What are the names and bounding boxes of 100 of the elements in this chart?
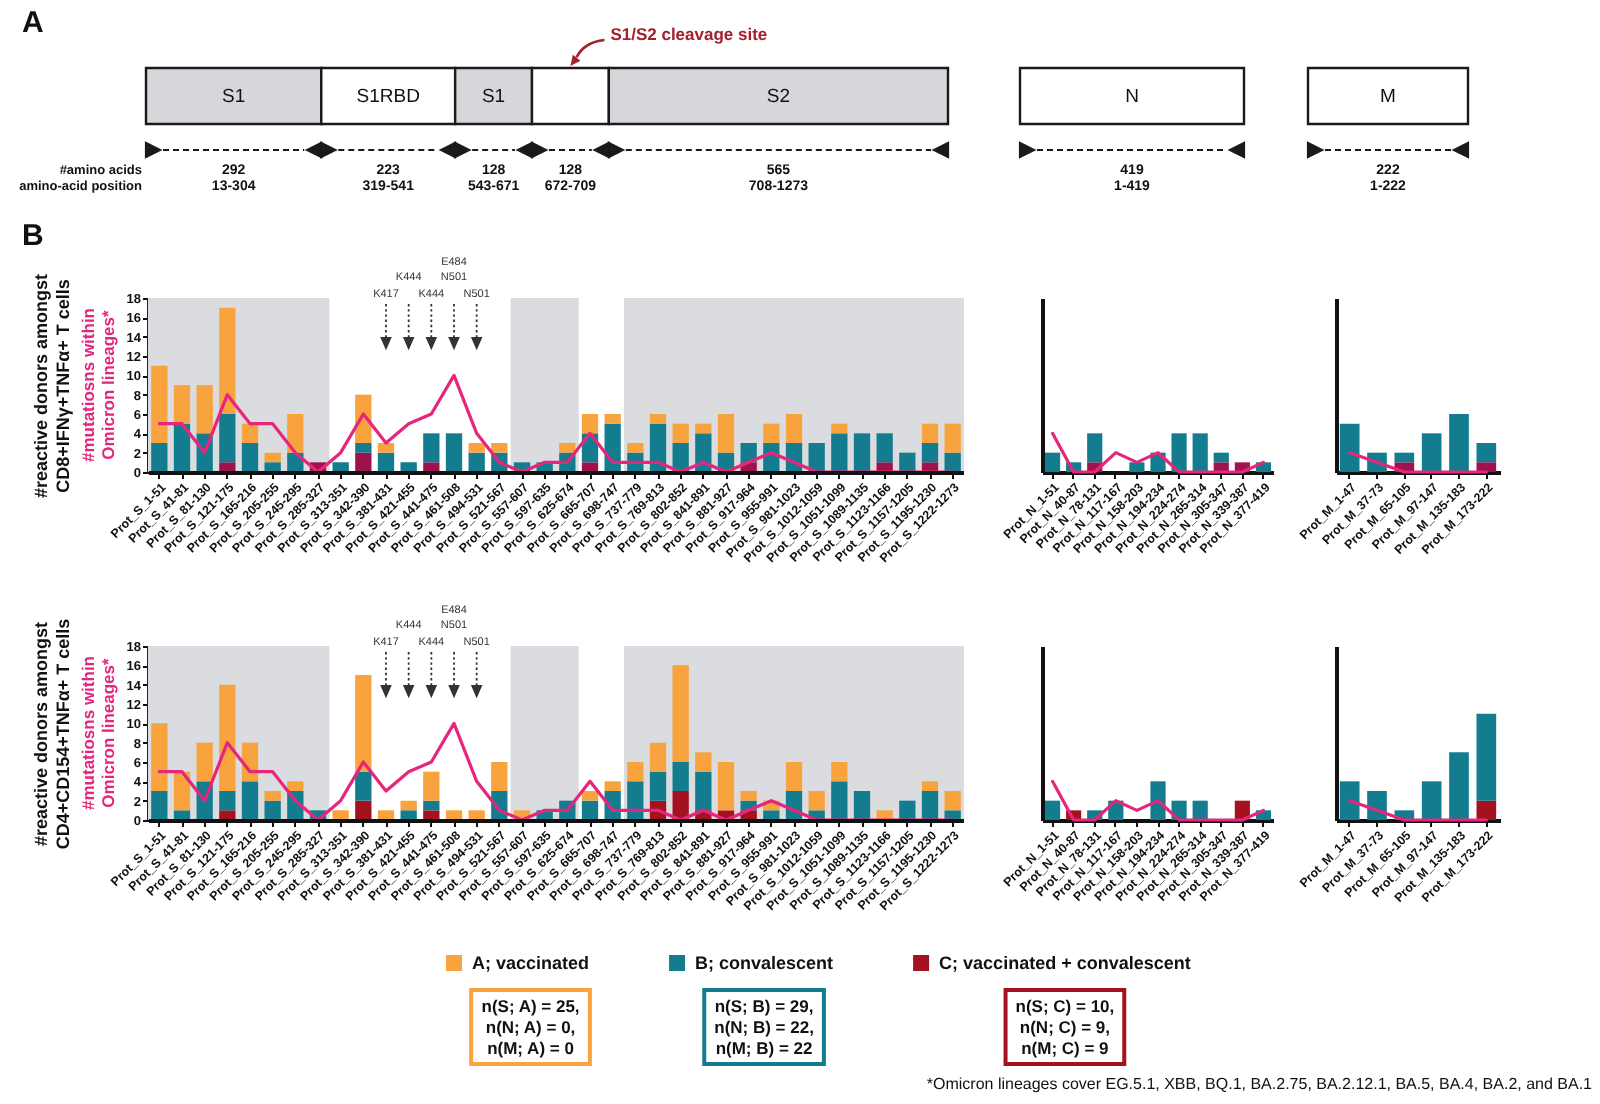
bar bbox=[241, 423, 259, 443]
bar bbox=[921, 781, 939, 791]
bar bbox=[264, 452, 281, 463]
legend-label: C; vaccinated + convalescent bbox=[939, 953, 1191, 973]
category-label: M bbox=[1380, 86, 1397, 108]
bar bbox=[468, 452, 485, 472]
bar bbox=[876, 433, 893, 463]
bar bbox=[1449, 752, 1469, 820]
bar bbox=[649, 414, 667, 424]
bar bbox=[264, 462, 281, 472]
bar bbox=[219, 810, 236, 820]
bar bbox=[649, 742, 667, 772]
bar bbox=[241, 443, 259, 472]
bar bbox=[219, 307, 236, 414]
bar bbox=[1449, 414, 1469, 472]
bar bbox=[581, 791, 599, 801]
bar bbox=[400, 810, 417, 820]
bar bbox=[151, 791, 168, 820]
bar bbox=[581, 414, 599, 434]
bar bbox=[219, 462, 236, 472]
bar bbox=[717, 762, 735, 811]
bar bbox=[264, 791, 281, 801]
bar bbox=[1339, 781, 1360, 820]
bar bbox=[604, 781, 621, 791]
text: S1/S2 cleavage site bbox=[610, 24, 768, 44]
bar bbox=[672, 665, 689, 762]
bar bbox=[423, 462, 440, 472]
bar bbox=[604, 414, 621, 424]
bar bbox=[151, 443, 168, 472]
bar bbox=[785, 762, 803, 791]
bar bbox=[581, 462, 599, 472]
bar bbox=[219, 414, 236, 463]
text: n(S; A) = 25, n(N; A) = 0, n(M; A) = 0 bbox=[481, 996, 580, 1058]
bar bbox=[944, 423, 961, 453]
category-label: S1RBD bbox=[356, 86, 421, 108]
category-label: S1 bbox=[481, 86, 506, 108]
text: *Omicron lineages cover EG.5.1, XBB, BQ.1, BA.2.75, BA.2.12.1, BA.5, BA.4, BA.2, and BA.1 bbox=[926, 1075, 1594, 1093]
bar bbox=[377, 443, 395, 453]
bar bbox=[332, 462, 349, 472]
bar bbox=[831, 762, 848, 782]
bar bbox=[445, 433, 463, 472]
bar bbox=[831, 781, 848, 820]
bar bbox=[627, 443, 644, 453]
bar bbox=[355, 771, 372, 801]
bar bbox=[649, 771, 667, 801]
bar bbox=[1476, 443, 1497, 463]
bar bbox=[423, 771, 440, 801]
line-series bbox=[157, 373, 955, 474]
chart-title: B bbox=[22, 219, 44, 253]
bar bbox=[831, 433, 848, 472]
bar bbox=[468, 810, 485, 820]
bar bbox=[400, 800, 417, 811]
bar bbox=[1476, 713, 1497, 801]
bar bbox=[853, 791, 871, 820]
category-label: N bbox=[1125, 86, 1140, 108]
bar bbox=[196, 385, 213, 434]
bar bbox=[695, 752, 712, 772]
text: n(S; C) = 10, n(N; C) = 9, n(M; C) = 9 bbox=[1015, 996, 1115, 1058]
bar bbox=[287, 781, 304, 791]
bar bbox=[241, 781, 259, 820]
bar bbox=[491, 443, 508, 453]
line-series bbox=[157, 721, 955, 822]
bar bbox=[151, 723, 168, 791]
category-label: S1 bbox=[222, 86, 246, 108]
bar bbox=[627, 762, 644, 782]
bar bbox=[1339, 423, 1360, 472]
bar bbox=[1476, 800, 1497, 820]
bar bbox=[423, 810, 440, 820]
bar bbox=[944, 791, 961, 811]
bar bbox=[1421, 781, 1442, 820]
bar bbox=[1421, 433, 1442, 472]
bar bbox=[264, 800, 281, 820]
bar bbox=[355, 800, 372, 820]
bar bbox=[921, 443, 939, 463]
bar bbox=[763, 423, 780, 443]
bar bbox=[355, 443, 372, 453]
bar bbox=[717, 414, 735, 453]
bar bbox=[672, 423, 689, 443]
bar bbox=[740, 791, 757, 801]
bar bbox=[219, 684, 236, 791]
bar bbox=[695, 771, 712, 811]
bar bbox=[355, 675, 372, 772]
text: #mutatiosns within Omicron lineages* bbox=[78, 308, 118, 462]
bar bbox=[287, 414, 304, 453]
bar bbox=[196, 742, 213, 782]
y-axis-title: #reactive donors amongst CD4+CD154+TNFα+ T cells bbox=[30, 618, 73, 850]
bar bbox=[491, 762, 508, 791]
bar bbox=[672, 762, 689, 791]
bar bbox=[423, 800, 440, 811]
bar bbox=[468, 443, 485, 453]
bar bbox=[377, 452, 395, 472]
bar bbox=[853, 433, 871, 472]
text: #mutatiosns within Omicron lineages* bbox=[78, 656, 118, 810]
legend-label: A; vaccinated bbox=[472, 953, 590, 973]
bar bbox=[831, 423, 848, 434]
bar bbox=[219, 791, 236, 811]
bar bbox=[785, 414, 803, 443]
bar bbox=[581, 800, 599, 820]
bar bbox=[332, 810, 349, 820]
category-label: S2 bbox=[766, 86, 791, 108]
